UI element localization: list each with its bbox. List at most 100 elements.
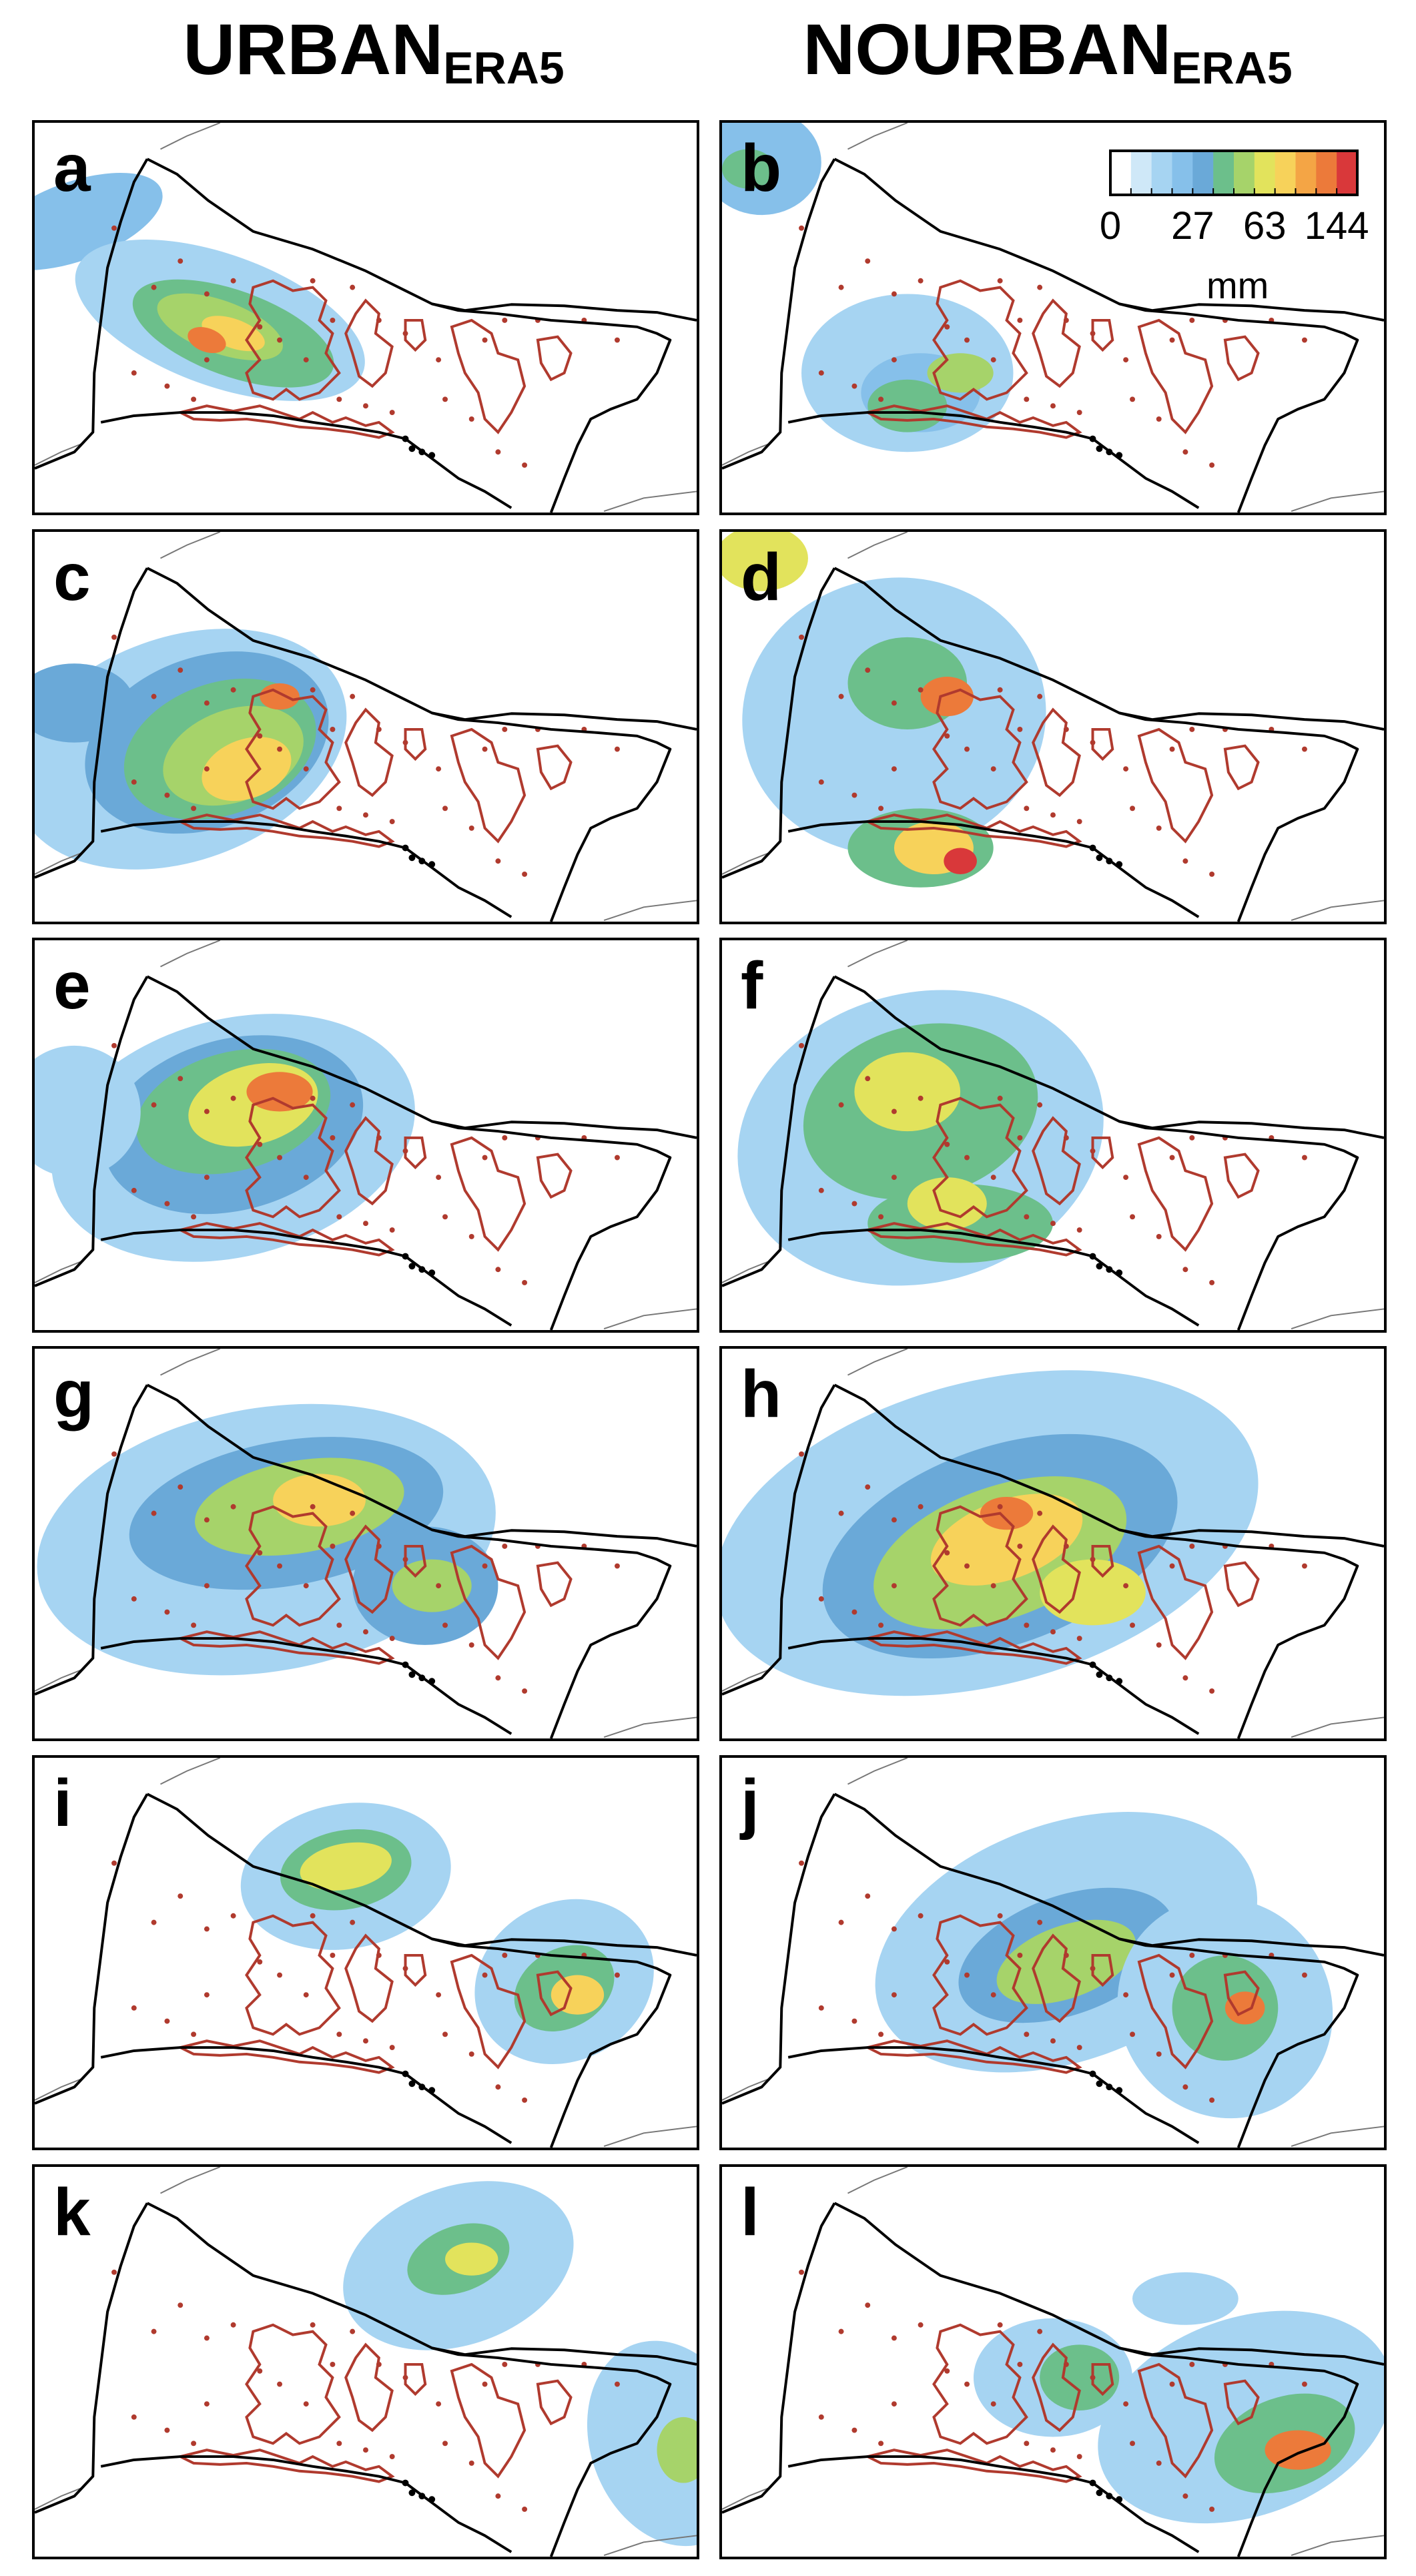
- urban-outline-5: [863, 814, 1082, 848]
- urban-dot: [918, 1095, 924, 1101]
- color-legend: 0 27 63 144 mm: [1100, 148, 1369, 308]
- urban-dot: [1076, 2045, 1082, 2050]
- colorbar-swatch: [1130, 151, 1152, 195]
- urban-dot: [964, 746, 970, 752]
- urban-dot: [482, 1155, 488, 1161]
- urban-dot: [178, 2302, 184, 2308]
- urban-dot: [164, 2018, 170, 2024]
- island-mark: [402, 1661, 409, 1668]
- urban-dot: [818, 2414, 824, 2420]
- boundary-line-0: [146, 1793, 697, 1957]
- urban-dot: [1037, 1102, 1043, 1108]
- urban-dot: [1130, 806, 1136, 812]
- island-mark: [1106, 1674, 1113, 1682]
- urban-dot: [442, 1214, 448, 1220]
- urban-dot: [918, 2322, 924, 2328]
- urban-dot: [482, 1972, 488, 1978]
- urban-dot: [1123, 1992, 1129, 1998]
- urban-dot: [1189, 1544, 1195, 1549]
- precipitation-map: [35, 1758, 697, 2148]
- urban-dot: [865, 1893, 871, 1899]
- urban-dot: [336, 806, 342, 812]
- urban-dot: [1209, 1688, 1215, 1694]
- precip-contour-3: [920, 677, 974, 717]
- urban-dot: [990, 1992, 996, 1998]
- coastline-1: [35, 2078, 81, 2101]
- urban-dot: [865, 2302, 871, 2308]
- urban-outline-0: [932, 1096, 1028, 1219]
- urban-dot: [336, 2441, 342, 2447]
- urban-dot: [204, 1517, 210, 1523]
- urban-dot: [1156, 416, 1162, 422]
- island-mark: [428, 452, 436, 459]
- urban-outline-4: [404, 2362, 427, 2396]
- urban-dot: [1090, 1148, 1096, 1154]
- coastline-2: [847, 532, 908, 559]
- map-panel-e: e: [32, 938, 699, 1333]
- precipitation-field: [343, 2181, 697, 2547]
- coastline-0: [1291, 900, 1384, 921]
- urban-dot: [495, 858, 501, 864]
- boundary-line-3: [1118, 1120, 1359, 1330]
- boundary-line-1: [722, 158, 836, 470]
- urban-dot: [918, 1504, 924, 1510]
- urban-dot: [818, 2005, 824, 2011]
- urban-outline-2: [450, 1953, 526, 2069]
- panel-label: k: [53, 2175, 91, 2250]
- urban-dot: [1050, 1629, 1056, 1635]
- urban-dot: [151, 1919, 157, 1925]
- urban-dot: [204, 2335, 210, 2341]
- precip-contour-5: [1224, 1991, 1265, 2025]
- urban-dot: [964, 1563, 970, 1569]
- urban-dot: [997, 1913, 1003, 1919]
- colorbar-swatch: [1213, 151, 1234, 195]
- island-mark: [428, 1678, 436, 1685]
- urban-dot: [1123, 766, 1129, 772]
- urban-dot: [891, 1175, 897, 1181]
- colorbar-unit: mm: [1206, 264, 1269, 306]
- urban-dot: [151, 2328, 157, 2334]
- urban-dot: [111, 634, 117, 640]
- urban-dot: [164, 383, 170, 389]
- urban-dot: [204, 700, 210, 706]
- panel-label: d: [741, 540, 782, 615]
- urban-dot: [614, 1563, 620, 1569]
- urban-dot: [1189, 2362, 1195, 2367]
- urban-dot: [151, 1102, 157, 1108]
- urban-dot: [303, 766, 309, 772]
- urban-dot: [502, 1135, 508, 1141]
- panel-label: b: [741, 131, 782, 206]
- urban-dot: [997, 278, 1003, 284]
- island-mark: [1089, 2070, 1096, 2077]
- island-mark: [1106, 2083, 1113, 2091]
- urban-dot: [131, 1187, 137, 1193]
- island-mark: [418, 448, 426, 456]
- urban-dot: [376, 1544, 382, 1549]
- urban-dot: [1037, 1510, 1043, 1516]
- urban-dot: [178, 258, 184, 264]
- urban-outline-2: [1137, 2362, 1214, 2479]
- urban-dot: [990, 2401, 996, 2407]
- urban-dot: [1169, 746, 1175, 752]
- map-panel-l: l: [719, 2164, 1387, 2559]
- urban-dot: [1156, 2051, 1162, 2057]
- urban-dot: [1063, 1953, 1069, 1958]
- boundary-line-0: [833, 1383, 1384, 1548]
- urban-dot: [495, 2084, 501, 2090]
- precipitation-map: [722, 940, 1384, 1330]
- coastline-1: [722, 443, 769, 466]
- urban-outline-4: [404, 727, 427, 761]
- urban-dot: [891, 766, 897, 772]
- urban-dot: [376, 727, 382, 732]
- urban-dot: [1169, 1155, 1175, 1161]
- urban-dot: [1209, 2098, 1215, 2103]
- urban-dot: [303, 1175, 309, 1181]
- urban-dot: [1209, 462, 1215, 468]
- urban-dot: [838, 284, 844, 290]
- precipitation-field: [35, 1014, 415, 1262]
- colorbar-swatch: [1337, 151, 1358, 195]
- urban-outline-0: [245, 2323, 341, 2445]
- urban-outline-4: [404, 1953, 427, 1987]
- urban-dot: [402, 330, 408, 336]
- urban-dot: [389, 819, 395, 824]
